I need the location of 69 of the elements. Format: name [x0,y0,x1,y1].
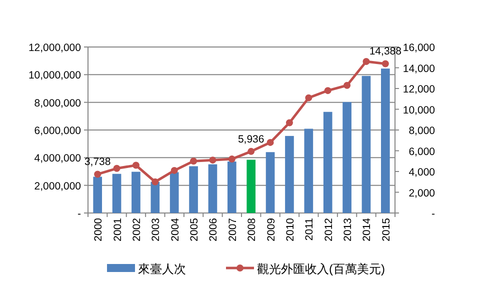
bar [112,174,122,213]
x-tick-label: 2003 [150,218,162,242]
y-tick-label: 12,000,000 [28,42,82,54]
bar [266,152,275,213]
bar [170,172,179,213]
point [94,170,102,178]
x-tick-label: 2010 [284,218,296,242]
bar [342,102,352,213]
x-tick-label: 2000 [92,218,105,242]
x-tick-label: 2007 [226,218,239,242]
x-tick-label: 2013 [342,218,354,242]
y2-tick-label: 4,000 [408,166,436,178]
point [344,82,351,89]
y-tick-label: 4,000,000 [34,152,82,165]
point [152,178,159,186]
point [170,166,178,174]
x-tick-label: 2002 [130,218,143,242]
y2-tick-label: 2,000 [408,187,436,200]
point [248,148,255,155]
bar [150,182,160,213]
point [113,164,120,172]
x-tick-label: 2009 [265,218,278,242]
y-tick-label: 10,000,000 [28,70,82,82]
point [266,138,274,146]
bar [208,164,218,213]
point [362,58,370,66]
bar [304,128,314,213]
point [324,87,332,94]
y-tick-label: 2,000,000 [34,180,82,192]
y-tick-label: - [78,208,82,220]
bar [246,160,256,213]
bar [227,162,236,213]
bar [323,112,332,213]
data-label: 14,388 [369,46,402,58]
bar [362,76,371,213]
y2-tick-label: 8,000 [408,125,436,137]
bar [380,68,390,213]
x-tick-label: 2005 [188,218,201,242]
point [190,158,198,165]
point [209,156,216,164]
y2-tick-label: 10,000 [402,104,436,116]
bar [132,172,140,213]
point [132,162,140,169]
x-tick-label: 2004 [169,218,182,242]
x-tick-label: 2008 [246,218,258,242]
point [305,94,312,102]
point [382,60,389,68]
x-tick-label: 2014 [361,218,374,242]
y2-tick-label: 12,000 [402,84,436,96]
y2-tick-label: 14,000 [402,62,436,75]
bar [189,166,198,213]
bar [93,176,102,213]
legend-label: 來臺人次 [138,262,186,276]
data-label: 5,936 [238,133,264,146]
x-tick-label: 2001 [112,218,124,242]
y2-tick-label: 6,000 [408,146,436,158]
x-tick-label: 2006 [208,218,220,242]
bar [285,136,294,213]
legend-label: 觀光外匯收入(百萬美元) [257,262,385,276]
point [286,119,293,126]
y2-tick-label: 16,000 [402,42,436,54]
data-label: 3,738 [84,156,111,168]
x-tick-label: 2011 [304,218,316,241]
y-tick-label: 6,000,000 [34,125,82,137]
y2-tick-label: - [432,208,436,220]
y-tick-label: 8,000,000 [34,97,82,110]
x-tick-label: 2015 [380,218,392,242]
point [228,156,236,163]
x-tick-label: 2012 [322,218,335,242]
